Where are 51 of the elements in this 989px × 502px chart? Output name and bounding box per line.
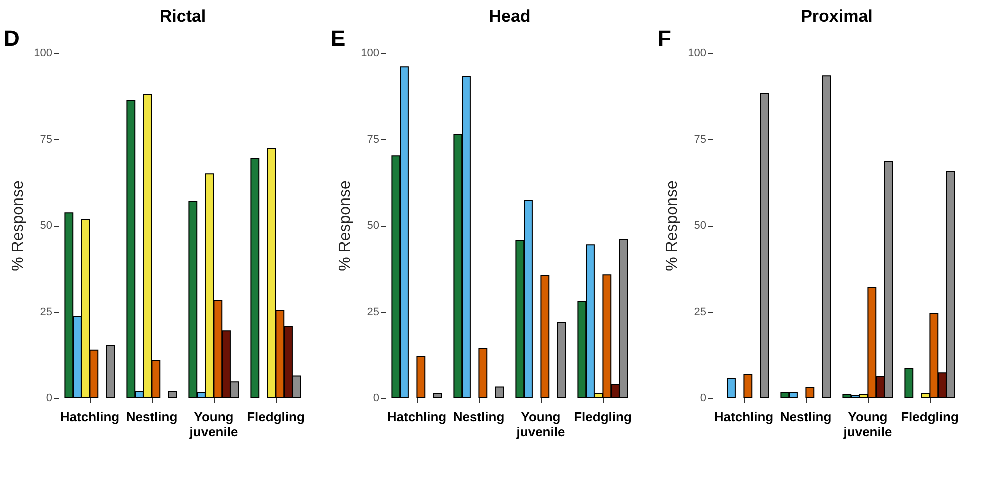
bar (822, 76, 832, 398)
bar (760, 93, 770, 398)
text: E (331, 26, 346, 51)
bar (806, 387, 815, 398)
x-tick-label: Hatchling (387, 410, 447, 424)
bar (540, 275, 550, 398)
bar (168, 390, 178, 398)
y-axis-title: % Response (337, 180, 354, 272)
chart-title: Head (489, 7, 531, 26)
x-tick-label: Hatchling (714, 410, 774, 424)
bar (416, 356, 426, 398)
x-tick-label: Young juvenile (516, 410, 566, 440)
y-axis-title: % Response (664, 180, 682, 272)
bar (495, 386, 504, 398)
x-tick-label: Nestling (453, 410, 505, 424)
y-tick-label: 50 (694, 220, 706, 232)
text: F (658, 26, 672, 51)
y-tick-label: 100 (34, 48, 52, 60)
bar (478, 348, 488, 398)
bar (557, 322, 566, 398)
y-tick-label: 50 (40, 220, 52, 232)
y-axis-title: % Response (10, 180, 28, 272)
x-tick-label: Fledgling (574, 410, 632, 424)
y-tick-label: 25 (40, 306, 52, 318)
x-tick-label: Hatchling (60, 410, 120, 424)
text: D (4, 26, 20, 51)
x-tick-label: Fledgling (901, 410, 959, 424)
y-tick-label: 0 (373, 392, 380, 404)
y-tick-label: 0 (46, 392, 52, 404)
y-tick-label: 25 (694, 306, 706, 318)
x-tick-label: Nestling (126, 410, 178, 424)
y-tick-label: 100 (688, 48, 706, 60)
y-tick-label: 75 (367, 134, 380, 146)
bar (106, 345, 116, 398)
y-tick-label: 0 (700, 392, 706, 404)
bar (250, 158, 260, 398)
y-tick-label: 100 (361, 48, 380, 60)
y-tick-label: 50 (367, 220, 380, 232)
bar (727, 378, 736, 398)
chart-title: Proximal (801, 7, 873, 26)
x-tick-label: Young juvenile (188, 410, 238, 440)
bar (744, 374, 753, 398)
bar (904, 368, 914, 398)
x-tick-label: Young juvenile (842, 410, 892, 440)
bar (433, 393, 442, 398)
x-tick-label: Nestling (780, 410, 832, 424)
x-tick-label: Fledgling (247, 410, 305, 424)
chart-title: Rictal (160, 7, 206, 26)
y-tick-label: 25 (367, 306, 380, 318)
y-tick-label: 75 (694, 134, 706, 146)
y-tick-label: 75 (40, 134, 52, 146)
